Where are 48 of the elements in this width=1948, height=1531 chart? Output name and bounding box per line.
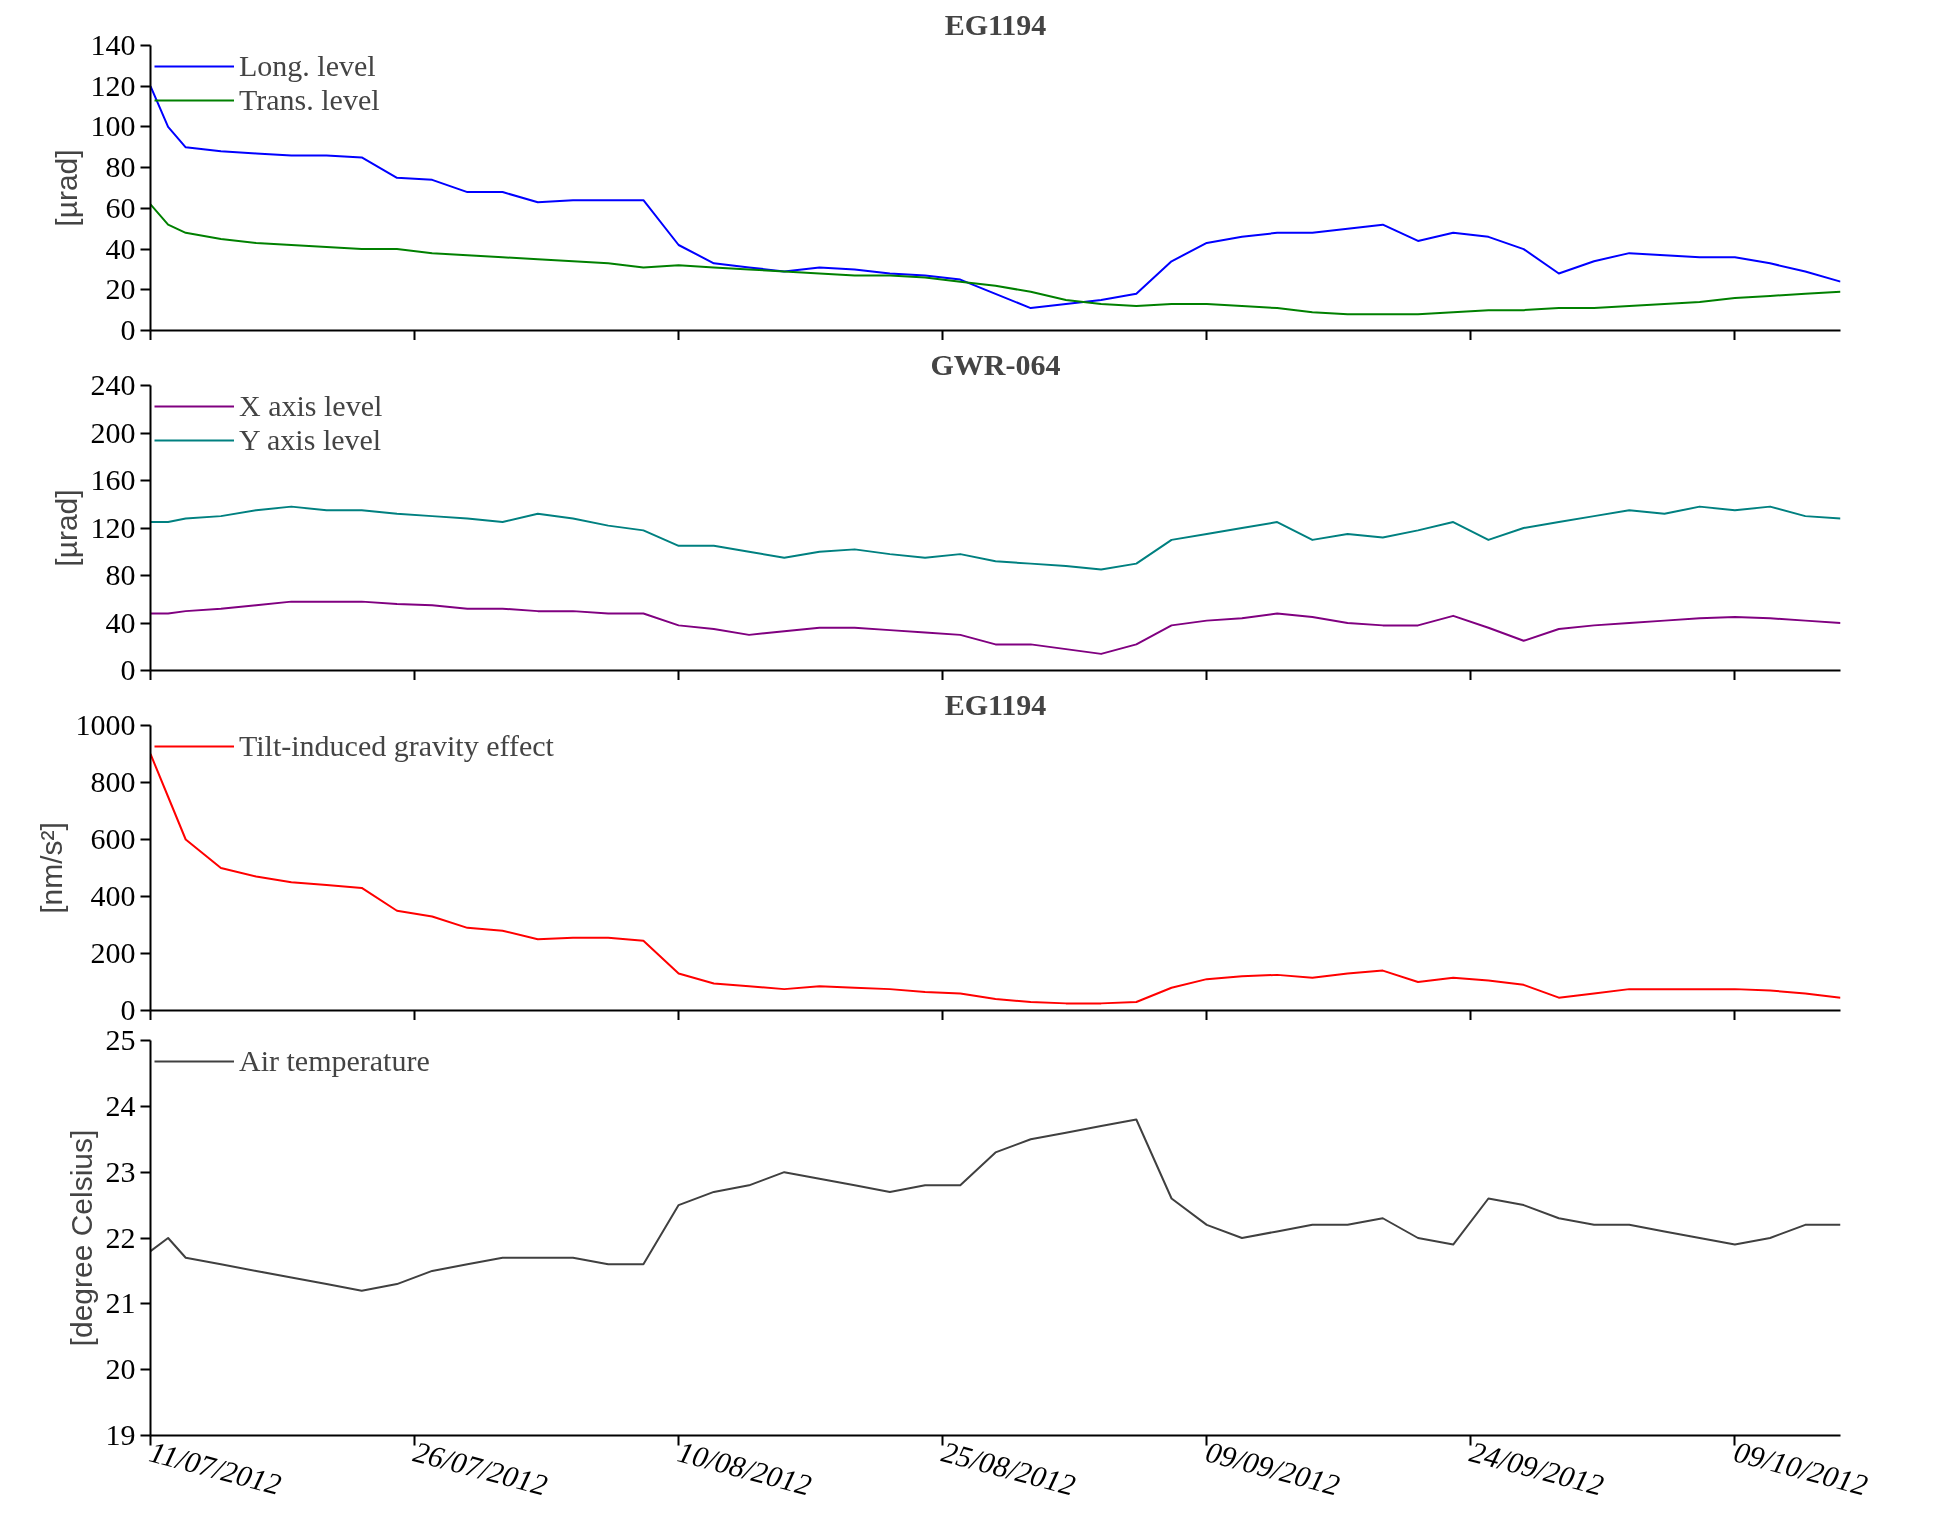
- y-tick-label: 40: [105, 605, 136, 639]
- y-tick-label: 80: [105, 150, 136, 184]
- y-tick-label: 80: [105, 558, 136, 591]
- y-tick-label: 19: [105, 1418, 136, 1451]
- y-tick-label: 40: [105, 231, 136, 265]
- chart-title: EG1194: [944, 7, 1047, 41]
- y-tick-label: 1000: [75, 708, 136, 741]
- y-axis-title: [nm/s²]: [34, 822, 68, 914]
- legend-label: Air temperature: [239, 1044, 430, 1078]
- y-axis-title: [µrad]: [49, 149, 83, 227]
- y-tick-label: 60: [105, 190, 136, 224]
- x-tick-label: 10/08/2012: [674, 1434, 815, 1502]
- y-tick-label: 240: [90, 368, 136, 401]
- y-tick-label: 400: [90, 879, 136, 912]
- y-tick-label: 20: [105, 1352, 136, 1386]
- y-tick-label: 160: [90, 463, 136, 496]
- line-series: [150, 85, 1841, 310]
- legend-label: Y axis level: [239, 423, 382, 457]
- y-tick-label: 0: [120, 313, 136, 346]
- y-tick-label: 0: [120, 653, 136, 686]
- line-series: [150, 505, 1841, 571]
- legend-label: X axis level: [239, 389, 383, 423]
- y-tick-label: 120: [90, 510, 136, 544]
- y-tick-label: 21: [105, 1286, 136, 1320]
- y-tick-label: 0: [120, 993, 136, 1026]
- line-series: [150, 600, 1841, 655]
- y-tick-label: 600: [90, 822, 136, 855]
- y-axis-title: [µrad]: [49, 489, 83, 567]
- legend-label: Tilt-induced gravity effect: [239, 729, 554, 763]
- y-tick-label: 140: [90, 28, 136, 61]
- x-tick-label: 11/07/2012: [146, 1434, 285, 1502]
- y-tick-label: 25: [105, 1023, 136, 1056]
- line-series: [150, 203, 1841, 316]
- y-axis-title: [degree Celsius]: [64, 1129, 98, 1347]
- y-tick-label: 200: [90, 415, 136, 449]
- y-tick-label: 22: [105, 1220, 136, 1254]
- y-tick-label: 200: [90, 936, 136, 969]
- y-tick-label: 100: [90, 109, 136, 143]
- legend-label: Long. level: [239, 49, 376, 83]
- y-tick-label: 23: [105, 1154, 136, 1188]
- y-tick-label: 20: [105, 272, 136, 306]
- line-series: [150, 1118, 1841, 1292]
- y-tick-label: 800: [90, 765, 136, 798]
- y-tick-label: 24: [105, 1088, 136, 1122]
- legend-label: Trans. level: [239, 83, 380, 117]
- chart-title: GWR-064: [930, 347, 1061, 381]
- chart-title: EG1194: [944, 687, 1047, 721]
- y-tick-label: 120: [90, 68, 136, 102]
